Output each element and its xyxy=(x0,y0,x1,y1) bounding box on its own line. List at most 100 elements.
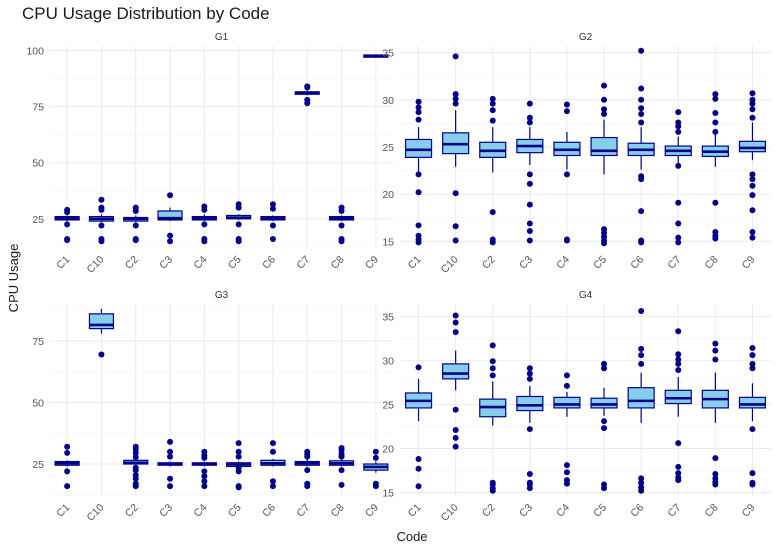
outlier-point xyxy=(452,100,459,107)
x-tick-label: C1 xyxy=(54,502,72,520)
y-tick-label: 100 xyxy=(26,45,44,57)
outlier-point xyxy=(601,110,608,117)
x-tick-label: C6 xyxy=(260,254,278,272)
outlier-point xyxy=(452,53,459,60)
facet-strip-label: G2 xyxy=(579,32,593,43)
box-c8 xyxy=(328,204,355,245)
outlier-point xyxy=(638,487,645,494)
box-c6 xyxy=(260,201,286,243)
x-tick-label: C1 xyxy=(406,502,424,520)
outlier-point xyxy=(563,480,570,487)
outlier-point xyxy=(452,434,459,441)
x-tick-label: C9 xyxy=(363,502,381,520)
box-c10 xyxy=(88,308,115,358)
x-tick-label: C10 xyxy=(439,254,461,276)
x-tick-label: C2 xyxy=(480,254,498,272)
outlier-point xyxy=(675,440,682,447)
outlier-point xyxy=(601,360,608,367)
x-tick-label: C10 xyxy=(439,502,461,524)
panel-g1: G1 25 50 75 100 C1 C10 C2 C3 C4 C5 C6 C7 C8 C9 xyxy=(26,32,393,276)
outlier-point xyxy=(712,199,719,206)
panel-g4: G4 15 20 25 30 35 C1 C10 C2 C3 C4 C5 C6 C7 C8 C9 xyxy=(382,290,771,524)
box-iqr xyxy=(88,313,115,330)
outlier-point xyxy=(712,235,719,242)
outlier-point xyxy=(712,95,719,102)
box-c5 xyxy=(226,201,252,245)
y-axis-title: CPU Usage xyxy=(6,244,21,313)
outlier-point xyxy=(712,481,719,488)
outlier-point xyxy=(675,234,682,241)
box-c2 xyxy=(479,95,507,246)
facet-strip-label: G4 xyxy=(579,290,593,301)
outlier-point xyxy=(489,117,496,124)
outlier-point xyxy=(201,483,208,490)
box-c8 xyxy=(701,91,729,242)
outlier-point xyxy=(64,443,71,450)
outlier-point xyxy=(675,220,682,227)
y-tick-label: 75 xyxy=(32,102,44,114)
box-c4 xyxy=(553,101,581,244)
outlier-point xyxy=(269,222,276,229)
box-c2 xyxy=(479,342,507,494)
outlier-point xyxy=(98,206,105,213)
outlier-point xyxy=(712,455,719,462)
outlier-point xyxy=(235,484,242,491)
outlier-point xyxy=(167,453,174,460)
outlier-point xyxy=(167,192,174,199)
outlier-point xyxy=(749,207,756,214)
outlier-point xyxy=(235,238,242,245)
outlier-point xyxy=(675,239,682,246)
outlier-point xyxy=(638,105,645,112)
y-tick-label: 15 xyxy=(382,487,394,499)
box-c9 xyxy=(738,345,767,488)
outlier-point xyxy=(167,483,174,490)
x-tick-label: C5 xyxy=(226,502,244,520)
outlier-point xyxy=(489,358,496,365)
outlier-point xyxy=(338,467,345,474)
outlier-point xyxy=(452,312,459,319)
outlier-point xyxy=(526,114,533,121)
outlier-point xyxy=(675,463,682,470)
outlier-point xyxy=(132,475,139,482)
outlier-point xyxy=(526,201,533,208)
box-c6 xyxy=(627,47,655,246)
x-tick-label: C2 xyxy=(123,502,141,520)
y-tick-label: 20 xyxy=(382,189,394,201)
outlier-point xyxy=(563,171,570,178)
outlier-point xyxy=(201,468,208,475)
outlier-point xyxy=(489,372,496,379)
outlier-point xyxy=(601,106,608,113)
x-tick-label: C6 xyxy=(628,254,646,272)
x-tick-label: C10 xyxy=(84,502,106,524)
outlier-point xyxy=(638,47,645,54)
x-tick-label: C3 xyxy=(517,502,535,520)
outlier-point xyxy=(304,84,311,91)
outlier-point xyxy=(638,110,645,117)
outlier-point xyxy=(64,468,71,475)
x-tick-label: C4 xyxy=(191,254,209,272)
outlier-point xyxy=(601,485,608,492)
outlier-point xyxy=(98,238,105,245)
outlier-point xyxy=(526,237,533,244)
outlier-point xyxy=(489,239,496,246)
outlier-point xyxy=(98,351,105,358)
outlier-point xyxy=(64,483,71,490)
outlier-point xyxy=(489,95,496,102)
outlier-point xyxy=(675,109,682,116)
x-tick-label: C3 xyxy=(517,254,535,272)
outlier-point xyxy=(712,340,719,347)
outlier-point xyxy=(675,328,682,335)
outlier-point xyxy=(563,101,570,108)
y-tick-label: 20 xyxy=(382,443,394,455)
outlier-point xyxy=(489,209,496,216)
outlier-point xyxy=(675,470,682,477)
box-c3 xyxy=(516,365,544,492)
outlier-point xyxy=(675,162,682,169)
outlier-point xyxy=(712,110,719,117)
outlier-point xyxy=(712,128,719,135)
outlier-point xyxy=(235,468,242,475)
outlier-point xyxy=(749,90,756,97)
outlier-point xyxy=(638,345,645,352)
outlier-point xyxy=(132,207,139,214)
y-tick-label: 35 xyxy=(382,311,394,323)
